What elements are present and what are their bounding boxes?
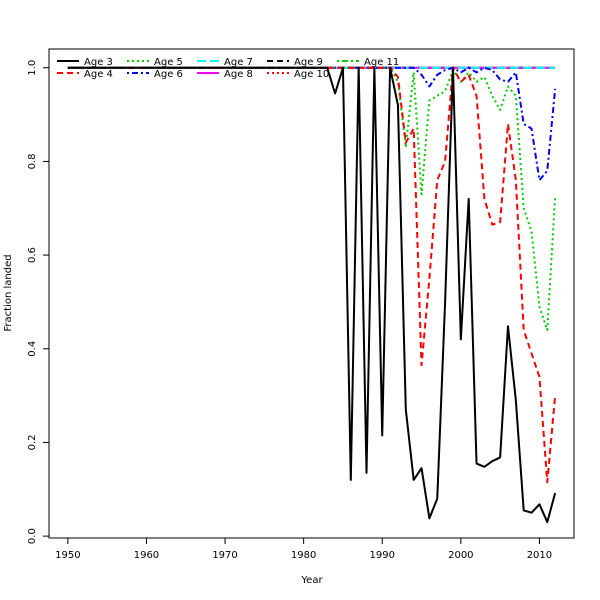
- legend-label: Age 6: [154, 69, 183, 80]
- legend-label: Age 3: [84, 57, 113, 68]
- legend-label: Age 8: [224, 69, 253, 80]
- y-tick-label: 0.0: [27, 528, 38, 544]
- y-axis: 0.0 0.2 0.4 0.6 0.8 1.0: [27, 60, 49, 544]
- legend-label: Age 10: [294, 69, 329, 80]
- y-tick-label: 0.2: [27, 434, 38, 450]
- legend-label: Age 9: [294, 57, 323, 68]
- x-tick-label: 1950: [55, 550, 80, 561]
- y-tick-label: 1.0: [27, 60, 38, 76]
- series-layer: [67, 66, 557, 524]
- y-tick-label: 0.8: [27, 153, 38, 169]
- legend-label: Age 4: [84, 69, 113, 80]
- legend-label: Age 7: [224, 57, 253, 68]
- plot-frame: [48, 48, 575, 539]
- legend-label: Age 11: [364, 57, 399, 68]
- series-line-age-3: [67, 66, 557, 524]
- x-tick-label: 1990: [370, 550, 395, 561]
- x-axis: 1950 1960 1970 1980 1990 2000 2010: [55, 538, 552, 561]
- x-tick-label: 1980: [291, 550, 316, 561]
- x-tick-label: 1960: [134, 550, 159, 561]
- series-line-age-5: [67, 66, 557, 332]
- y-tick-label: 0.6: [27, 247, 38, 263]
- x-tick-label: 2010: [527, 550, 552, 561]
- y-axis-label: Fraction landed: [3, 254, 14, 331]
- legend-label: Age 5: [154, 57, 183, 68]
- y-tick-label: 0.4: [27, 341, 38, 357]
- x-tick-label: 2000: [448, 550, 473, 561]
- x-tick-label: 1970: [212, 550, 237, 561]
- x-axis-label: Year: [300, 575, 323, 586]
- series-line-age-4: [67, 66, 557, 484]
